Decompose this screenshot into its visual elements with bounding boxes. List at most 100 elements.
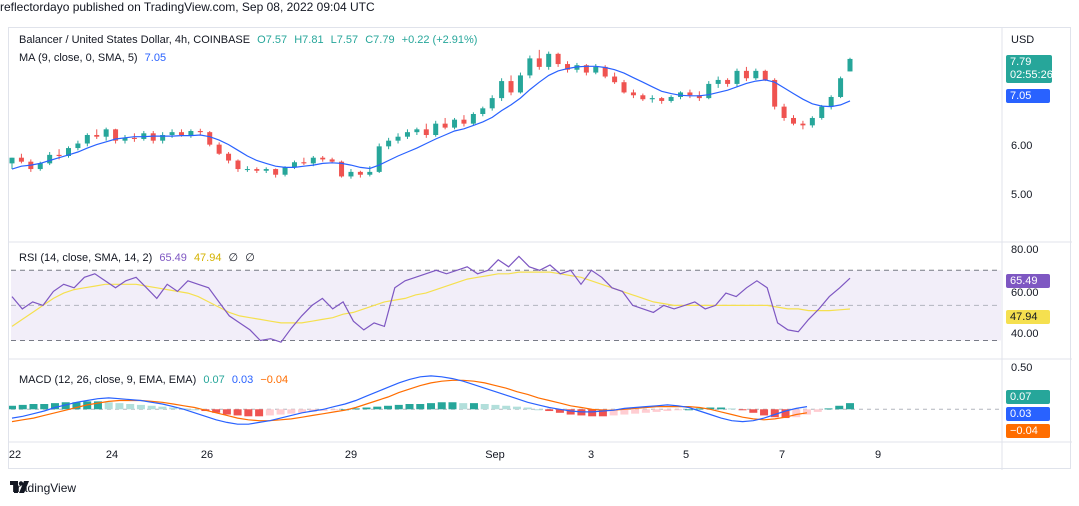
macd-signal-tag: −0.04 [1006,424,1050,438]
candle-body [131,137,137,139]
macd-label[interactable]: MACD (12, 26, close, 9, EMA, EMA) [19,374,197,386]
macd-histogram-bar [233,409,242,416]
x-label-3: 3 [587,449,595,461]
macd-histogram-bar [813,409,822,412]
rsi-value: 65.49 [159,252,187,264]
macd-histogram-bar [319,409,328,412]
price-axis-5: 5.00 [1011,189,1033,201]
x-label-5: 5 [682,449,690,461]
last-price-value: 7.79 [1010,56,1032,68]
rsi-sma-line [11,271,851,327]
candle-body [706,83,712,99]
x-label-29: 29 [344,449,358,461]
candle-body [376,146,382,172]
candle-body [273,169,279,175]
chart-container[interactable]: Balancer / United States Dollar, 4h, COI… [8,27,1072,470]
ma-value: 7.05 [144,52,167,64]
macd-histogram-bar [265,409,274,416]
candle-body [291,162,297,168]
macd-histogram-bar [427,403,435,410]
candle-body [725,79,731,84]
change-value: +0.22 (+2.91%) [401,34,478,46]
candle-body [301,162,307,164]
candle-body [847,58,853,72]
rsi-axis-40: 40.00 [1011,328,1039,340]
macd-histogram-bar [405,404,414,410]
macd-histogram-bar [792,409,801,418]
macd-histogram-bar [695,408,704,410]
macd-histogram-bar [674,409,683,411]
x-label-9: 9 [874,449,882,461]
macd-histogram-bar [276,409,285,415]
macd-histogram-bar [749,409,758,413]
macd-histogram-bar [126,404,135,410]
candle-body [75,143,81,149]
candle-body [150,133,156,141]
candle-body [809,117,815,126]
published-by-text: reflectordayo published on TradingView.c… [0,0,375,14]
ma-label[interactable]: MA (9, close, 0, SMA, 5) [19,52,138,64]
candle-body [442,123,448,128]
macd-histogram-bar [298,409,307,413]
macd-histogram-bar [9,405,16,410]
macd-value: 0.03 [231,374,254,386]
rsi-sma-value: 47.94 [193,252,222,264]
candle-body [9,157,15,164]
macd-histogram-bar [244,409,253,417]
candle-body [178,132,184,135]
rsi-empty-2: ∅ [245,252,255,264]
macd-histogram-bar [362,407,371,410]
candle-body [188,131,194,135]
macd-histogram-bar [72,402,81,410]
rsi-label[interactable]: RSI (14, close, SMA, 14, 2) [19,252,153,264]
candle-body [649,98,655,100]
macd-histogram-bar [416,404,425,410]
candle-body [687,92,693,96]
currency-label[interactable]: USD [1011,34,1035,46]
macd-histogram-bar [620,409,629,415]
macd-histogram-bar [136,404,145,410]
candle-body [263,169,269,171]
close-value: C7.79 [365,34,395,46]
symbol-title[interactable]: Balancer / United States Dollar, 4h, COI… [19,34,251,46]
candle-body [612,76,618,83]
chart-canvas[interactable] [9,28,1072,470]
macd-histogram-bar [18,404,27,410]
macd-histogram-bar [641,409,650,413]
candle-body [423,129,429,135]
candle-body [433,123,439,135]
tradingview-footer[interactable]: TradingView [10,481,76,495]
candle-body [668,96,674,101]
last-price-tag: 7.79 02:55:26 [1006,55,1053,83]
macd-signal-line [11,379,808,423]
candle-countdown: 02:55:26 [1010,69,1053,81]
macd-histogram-bar [222,409,231,415]
candle-body [536,58,542,67]
candle-body [791,117,797,124]
candle-body [640,95,646,100]
candle-body [94,135,100,137]
candle-body [367,171,373,175]
candle-body [593,66,599,73]
macd-histogram-bar [491,404,500,410]
macd-histogram-bar [652,409,661,412]
macd-histogram-bar [115,403,124,410]
candle-body [828,96,834,107]
x-label-24: 24 [105,449,119,461]
rsi-axis-60: 60.00 [1011,287,1039,299]
macd-line [11,375,808,425]
candle-body [103,129,109,137]
macd-histogram-bar [781,409,790,419]
candle-body [696,95,702,99]
macd-histogram-bar [29,404,38,410]
price-legend: Balancer / United States Dollar, 4h, COI… [19,34,481,46]
candle-body [546,53,552,67]
macd-histogram-bar [384,405,393,410]
candle-body [517,75,523,93]
macd-histogram-bar [835,405,844,410]
rsi-tag: 65.49 [1006,274,1050,288]
candle-body [602,66,608,77]
macd-signal-value: −0.04 [260,374,289,386]
candle-body [461,119,467,124]
macd-histogram-bar [588,409,597,417]
